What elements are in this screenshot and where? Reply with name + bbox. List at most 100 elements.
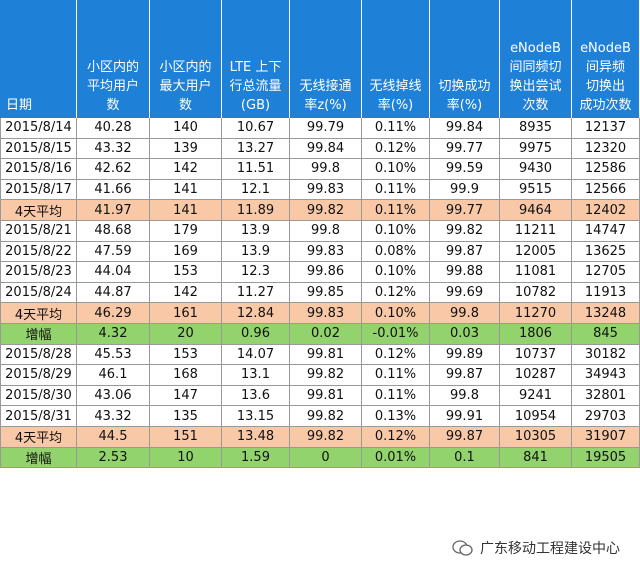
table-cell: 0.11%: [362, 385, 430, 407]
table-cell: 99.8: [430, 385, 500, 407]
table-cell: 0.12%: [362, 138, 430, 160]
table-cell: 19505: [572, 447, 640, 469]
header-cell: 无线接通 率z(%): [290, 0, 362, 118]
table-cell: 99.85: [290, 282, 362, 304]
header-line: 间同频切: [509, 60, 562, 75]
table-cell: 147: [150, 385, 222, 407]
table-cell: 42.62: [77, 159, 150, 180]
table-cell: 99.77: [430, 200, 500, 221]
table-cell: 14.07: [222, 344, 290, 366]
table-cell: 0.13%: [362, 406, 430, 427]
table-cell: 43.32: [77, 406, 150, 427]
table-cell: 10305: [500, 427, 572, 448]
table-cell: 0.11%: [362, 179, 430, 201]
table-cell: 13.1: [222, 365, 290, 386]
table-cell: 99.81: [290, 385, 362, 407]
table-cell: 13625: [572, 241, 640, 263]
table-cell: 增幅: [0, 447, 77, 469]
table-cell: 0.10%: [362, 303, 430, 324]
header-line: 无线掉线: [369, 79, 422, 94]
table-cell: 0.12%: [362, 427, 430, 448]
table-cell: 9975: [500, 138, 572, 160]
table-cell: 2015/8/16: [0, 159, 77, 180]
table-cell: 0.10%: [362, 221, 430, 242]
table-cell: 31907: [572, 427, 640, 448]
table-cell: 99.77: [430, 138, 500, 160]
table-cell: 10782: [500, 282, 572, 304]
table-cell: 0.08%: [362, 241, 430, 263]
table-cell: 11211: [500, 221, 572, 242]
table-cell: 13.9: [222, 221, 290, 242]
table-cell: 11.27: [222, 282, 290, 304]
header-line: 切换成功: [438, 79, 491, 94]
table-cell: 99.8: [290, 159, 362, 180]
table-cell: 11270: [500, 303, 572, 324]
header-cell: 切换成功 率(%): [430, 0, 500, 118]
header-cell: LTE 上下 行总流量 (GB): [222, 0, 290, 118]
table-cell: 153: [150, 262, 222, 283]
table-cell: 41.97: [77, 200, 150, 221]
table-cell: 29703: [572, 406, 640, 427]
table-cell: 4天平均: [0, 200, 77, 221]
header-cell: 小区内的 最大用户数: [150, 0, 222, 118]
table-cell: 32801: [572, 385, 640, 407]
table-cell: -0.01%: [362, 324, 430, 345]
table-cell: 0.96: [222, 324, 290, 345]
table-cell: 增幅: [0, 324, 77, 345]
table-cell: 44.87: [77, 282, 150, 304]
header-line: 平均用户: [86, 79, 139, 94]
table-cell: 151: [150, 427, 222, 448]
header-line: 数: [106, 98, 120, 113]
table-cell: 14747: [572, 221, 640, 242]
table-cell: 99.82: [290, 406, 362, 427]
table-cell: 48.68: [77, 221, 150, 242]
table-cell: 2015/8/23: [0, 262, 77, 283]
table-cell: 13.9: [222, 241, 290, 263]
table-cell: 99.82: [290, 365, 362, 386]
table-cell: 99.59: [430, 159, 500, 180]
table-cell: 2.53: [77, 447, 150, 469]
header-cell: eNodeB 间同频切 换出尝试 次数: [500, 0, 572, 118]
table-cell: 99.84: [430, 118, 500, 139]
table-cell: 153: [150, 344, 222, 366]
table-cell: 0.11%: [362, 365, 430, 386]
table-cell: 161: [150, 303, 222, 324]
table-cell: 2015/8/28: [0, 344, 77, 366]
table-cell: 9515: [500, 179, 572, 201]
table-cell: 0.03: [430, 324, 500, 345]
table-cell: 11913: [572, 282, 640, 304]
table-cell: 99.83: [290, 179, 362, 201]
table-cell: 141: [150, 200, 222, 221]
table-cell: 0.11%: [362, 200, 430, 221]
table-cell: 12566: [572, 179, 640, 201]
table-cell: 99.83: [290, 303, 362, 324]
table-cell: 2015/8/29: [0, 365, 77, 386]
table-cell: 0.11%: [362, 118, 430, 139]
table-cell: 99.8: [430, 303, 500, 324]
table-cell: 20: [150, 324, 222, 345]
table-cell: 13.48: [222, 427, 290, 448]
table-cell: 135: [150, 406, 222, 427]
table-cell: 40.28: [77, 118, 150, 139]
table-cell: 12705: [572, 262, 640, 283]
table-cell: 2015/8/31: [0, 406, 77, 427]
header-line: (GB): [240, 98, 271, 113]
table-cell: 0.12%: [362, 282, 430, 304]
header-line: LTE 上下: [229, 60, 282, 75]
table-cell: 46.1: [77, 365, 150, 386]
table-cell: 13.27: [222, 138, 290, 160]
table-cell: 2015/8/15: [0, 138, 77, 160]
wechat-icon: [452, 540, 473, 556]
table-cell: 12402: [572, 200, 640, 221]
table-cell: 99.79: [290, 118, 362, 139]
table-cell: 99.82: [430, 221, 500, 242]
table-cell: 0.1: [430, 447, 500, 469]
table-cell: 13.6: [222, 385, 290, 407]
table-cell: 11.89: [222, 200, 290, 221]
table-cell: 11.51: [222, 159, 290, 180]
table-cell: 0.02: [290, 324, 362, 345]
table-cell: 99.87: [430, 365, 500, 386]
table-cell: 2015/8/17: [0, 179, 77, 201]
table-cell: 9464: [500, 200, 572, 221]
